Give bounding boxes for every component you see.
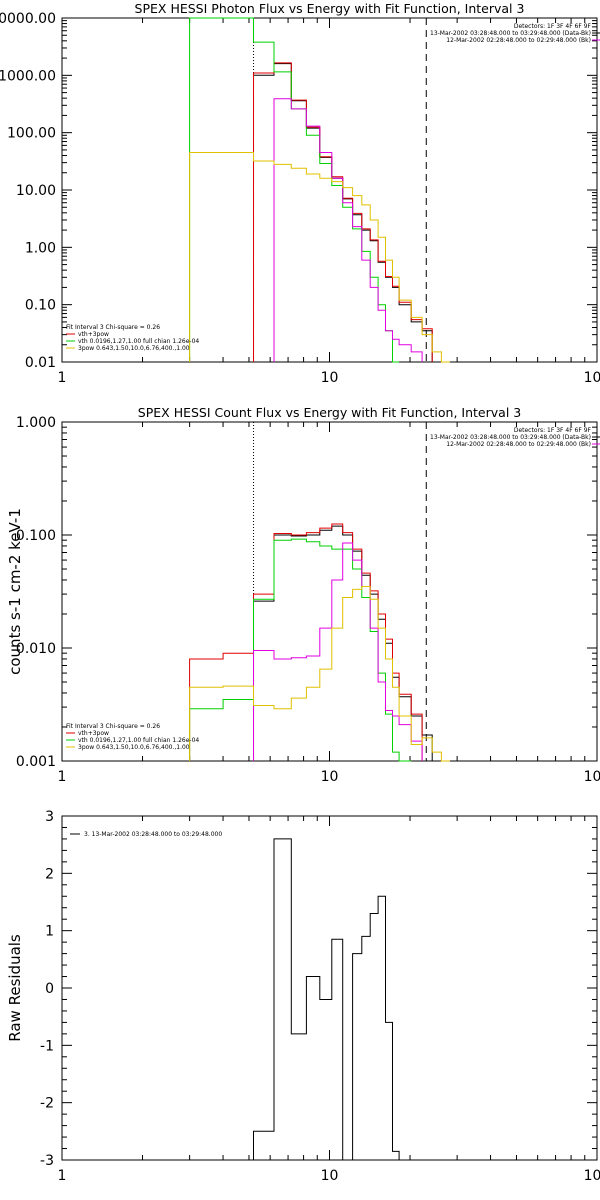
legend-entry: 3. 13-Mar-2002 03:28:48.000 to 03:29:48.… <box>84 831 222 838</box>
y-tick-label: 1.000 <box>16 415 56 431</box>
legend-entry: 3pow 0.643,1.50,10.0,6.76,400.,1.00 <box>78 744 190 751</box>
legend-entry: 3pow 0.643,1.50,10.0,6.76,400.,1.00 <box>78 345 190 352</box>
y-tick-label: 1000.00 <box>0 68 56 84</box>
y-axis-label: Raw Residuals <box>6 934 24 1042</box>
legend-entry: vth+3pow <box>78 331 109 338</box>
series-line-1 <box>253 63 433 362</box>
x-tick-label: 100 <box>584 370 600 386</box>
info-line: 12-Mar-2002 02:28:48.000 to 02:29:48.000… <box>446 37 591 44</box>
y-tick-label: 3 <box>45 809 54 825</box>
x-tick-label: 1 <box>58 769 67 785</box>
plot-frame <box>61 421 598 762</box>
y-tick-label: 0.010 <box>16 641 56 657</box>
series-line-4 <box>273 98 423 362</box>
info-line: 12-Mar-2002 02:28:48.000 to 02:29:48.000… <box>446 441 591 448</box>
x-tick-label: 1 <box>58 370 67 386</box>
y-tick-label: 10.00 <box>16 183 56 199</box>
series-line-5 <box>189 152 450 363</box>
y-tick-label: 0.100 <box>16 528 56 544</box>
info-line: 13-Mar-2002 03:28:48.000 to 03:29:48.000… <box>430 30 591 37</box>
y-axis-label: counts s-1 cm-2 keV-1 <box>6 508 24 675</box>
series-line-2 <box>253 62 433 362</box>
y-tick-label: 0.10 <box>25 298 56 314</box>
series-line-1 <box>253 838 400 1161</box>
chart-title: SPEX HESSI Count Flux vs Energy with Fit… <box>138 405 521 420</box>
series-line-5 <box>189 586 450 762</box>
legend-entry: Fit Interval 3 Chi-square = 0.26 <box>66 723 160 730</box>
x-tick-label: 10 <box>321 769 339 785</box>
panel-1: SPEX HESSI Photon Flux vs Energy with Fi… <box>0 1 600 386</box>
series-line-4 <box>253 542 423 761</box>
legend-entry: vth+3pow <box>78 730 109 737</box>
plot-frame <box>61 815 598 1161</box>
x-tick-label: 100 <box>584 1168 600 1184</box>
x-tick-label: 1 <box>58 1168 67 1184</box>
legend-entry: vth 0.0196,1.27,1.00 full chian 1.26e-04 <box>78 338 199 345</box>
y-tick-label: 0.01 <box>25 355 56 371</box>
info-line: Detectors: 1F 3F 4F 6F 9F <box>514 23 592 30</box>
y-tick-label: 0.001 <box>16 754 56 770</box>
series-line-3 <box>189 17 400 363</box>
plot-frame <box>61 17 598 363</box>
x-tick-label: 100 <box>584 769 600 785</box>
info-line: Detectors: 1F 3F 4F 6F 9F <box>514 427 592 434</box>
y-tick-label: -1 <box>40 1038 54 1054</box>
y-tick-label: 1 <box>45 924 54 940</box>
legend-entry: Fit Interval 3 Chi-square = 0.26 <box>66 324 160 331</box>
y-tick-label: 0 <box>45 981 54 997</box>
x-tick-label: 10 <box>321 370 339 386</box>
panel-2: SPEX HESSI Count Flux vs Energy with Fit… <box>6 405 600 785</box>
x-tick-label: 10 <box>321 1168 339 1184</box>
y-tick-label: 100.00 <box>7 126 56 142</box>
y-tick-label: -3 <box>40 1153 54 1169</box>
y-tick-label: 2 <box>45 866 54 882</box>
legend-entry: vth 0.0196,1.27,1.00 full chian 1.26e-04 <box>78 737 199 744</box>
series-line-2 <box>189 523 423 761</box>
y-tick-label: 1.00 <box>25 240 56 256</box>
chart-title: SPEX HESSI Photon Flux vs Energy with Fi… <box>135 1 525 16</box>
info-line: 13-Mar-2002 03:28:48.000 to 03:29:48.000… <box>430 434 591 441</box>
y-tick-label: -2 <box>40 1096 54 1112</box>
